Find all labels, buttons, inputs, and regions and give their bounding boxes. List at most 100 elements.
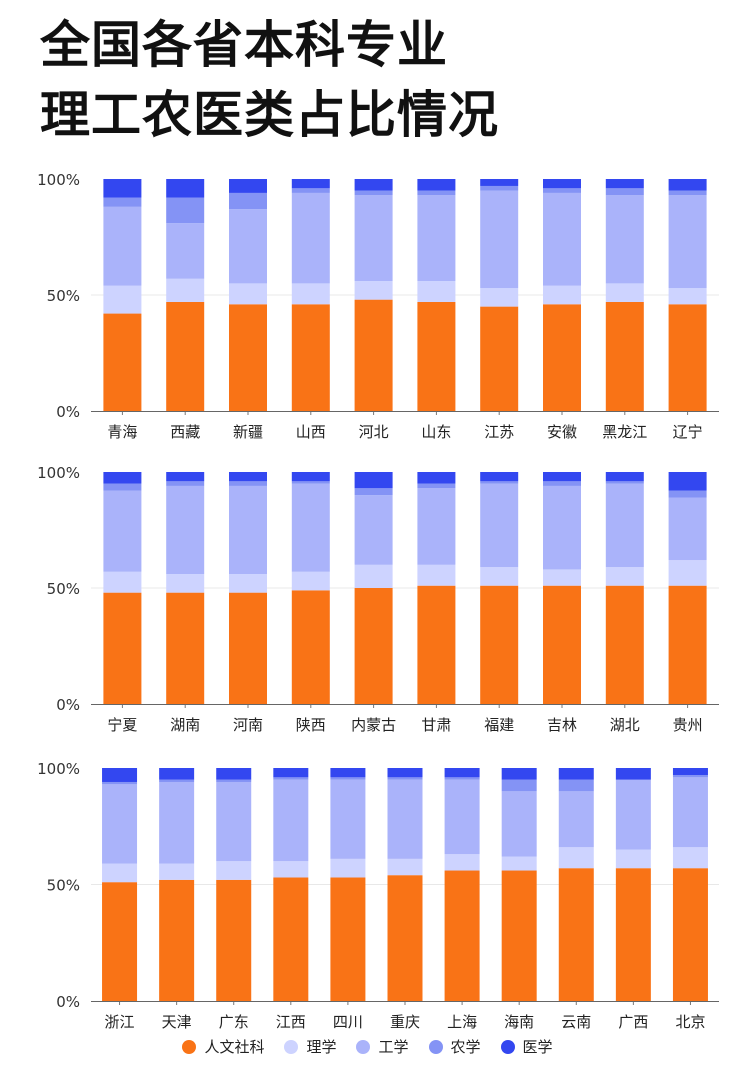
bar-segment-理学-湖北 (605, 567, 644, 586)
bar-segment-医学-江西 (273, 768, 309, 778)
bar-segment-理学-湖南 (166, 574, 205, 593)
bar-segment-医学-宁夏 (103, 472, 142, 484)
x-tick-label: 青海 (107, 423, 137, 441)
bar-segment-工学-新疆 (229, 209, 267, 284)
legend-label-renwen: 人文社科 (204, 1038, 265, 1056)
bar-segment-人文社科-江西 (273, 877, 309, 1001)
bar-segment-工学-北京 (672, 777, 708, 848)
bar-segment-工学-江西 (273, 779, 309, 862)
legend-item-renwen: 人文社科 (182, 1036, 264, 1057)
bar-segment-医学-吉林 (543, 472, 581, 482)
bar-segment-医学-新疆 (229, 179, 267, 193)
bar-segment-人文社科-辽宁 (668, 304, 707, 411)
bar-segment-医学-四川 (330, 768, 366, 778)
bar-segment-工学-甘肃 (417, 488, 456, 565)
bar-segment-工学-安徽 (543, 192, 581, 286)
bar-segment-工学-西藏 (166, 223, 205, 279)
bar-segment-医学-山西 (291, 179, 330, 189)
bar-segment-医学-河南 (229, 472, 267, 482)
legend-label-gongxue: 工学 (378, 1038, 409, 1056)
chart-panel-3: 100% 50% 0% 浙江 天津 广东 江西 四川 重庆 上海 海南 云南 广西 北京 (37, 760, 719, 1031)
chart-title-line-2: 理工农医类占比情况 (40, 86, 499, 144)
bar-segment-人文社科-新疆 (229, 304, 267, 411)
bar-segment-人文社科-贵州 (668, 585, 707, 704)
bar-segment-农学-四川 (330, 777, 366, 780)
x-tick-label: 上海 (447, 1013, 477, 1031)
bar-segment-农学-吉林 (543, 481, 581, 486)
legend-swatch-lixue (284, 1039, 299, 1054)
bar-segment-农学-湖南 (166, 481, 205, 486)
bar-segment-农学-安徽 (543, 188, 581, 193)
bar-segment-人文社科-山西 (291, 304, 330, 411)
x-tick-label: 甘肃 (421, 716, 451, 734)
bar-segment-理学-天津 (159, 863, 195, 880)
legend-label-yixue: 医学 (522, 1038, 553, 1056)
chart-panel-1: 100% 50% 0% 青海 西藏 新疆 山西 河北 山东 江苏 安徽 黑龙江 辽宁 (37, 171, 719, 441)
bar-segment-农学-陕西 (291, 481, 330, 484)
bar-segment-医学-云南 (558, 768, 594, 780)
bar-segment-理学-四川 (330, 858, 366, 878)
bar-segment-医学-广东 (216, 768, 252, 780)
chart-title-line-1: 全国各省本科专业 (40, 16, 448, 74)
bar-segment-医学-海南 (501, 768, 537, 780)
bar-segment-人文社科-青海 (103, 313, 142, 411)
bar-segment-农学-重庆 (387, 777, 423, 780)
bar-segment-理学-云南 (558, 847, 594, 869)
bar-segment-农学-北京 (672, 774, 708, 778)
legend-label-nongxue: 农学 (450, 1038, 481, 1056)
bar-segment-理学-江西 (273, 861, 309, 878)
bar-segment-人文社科-吉林 (543, 585, 581, 704)
bar-segment-人文社科-福建 (480, 585, 519, 704)
legend-item-nongxue: 农学 (428, 1036, 481, 1057)
bar-segment-农学-河北 (354, 190, 393, 196)
bar-segment-农学-广东 (216, 779, 252, 782)
x-tick-label: 黑龙江 (602, 423, 647, 441)
bar-segment-医学-安徽 (543, 179, 581, 189)
bar-segment-理学-安徽 (543, 285, 581, 305)
bar-segment-农学-青海 (103, 197, 142, 207)
bar-segment-理学-内蒙古 (354, 564, 393, 588)
chart-title: 全国各省本科专业 理工农医类占比情况 (40, 10, 499, 150)
x-tick-label: 内蒙古 (351, 716, 396, 734)
bar-segment-医学-青海 (103, 179, 142, 198)
bar-segment-理学-河南 (229, 574, 267, 593)
bar-segment-农学-山东 (417, 190, 456, 196)
bar-segment-人文社科-黑龙江 (605, 301, 644, 411)
bar-segment-医学-湖北 (605, 472, 644, 482)
x-tick-label: 山西 (296, 423, 326, 441)
legend-swatch-renwen (182, 1039, 197, 1054)
bar-segment-工学-青海 (103, 206, 142, 286)
bar-segment-工学-吉林 (543, 485, 581, 570)
bar-segment-工学-上海 (444, 779, 480, 855)
bar-segment-工学-福建 (480, 483, 519, 568)
x-tick-label: 江苏 (484, 423, 514, 441)
bar-segment-工学-云南 (558, 791, 594, 848)
bar-segment-工学-四川 (330, 779, 366, 859)
bar-segment-人文社科-河北 (354, 299, 393, 411)
bar-segment-人文社科-浙江 (102, 882, 138, 1001)
bar-segment-人文社科-河南 (229, 592, 267, 704)
bar-segment-工学-辽宁 (668, 195, 707, 289)
bar-segment-农学-湖北 (605, 481, 644, 484)
bar-segment-人文社科-北京 (672, 868, 708, 1001)
bar-segment-农学-内蒙古 (354, 488, 393, 496)
bar-segment-农学-江西 (273, 777, 309, 780)
bar-segment-理学-宁夏 (103, 571, 142, 593)
bar-segment-理学-黑龙江 (605, 283, 644, 302)
bar-segment-工学-河南 (229, 485, 267, 575)
bar-segment-医学-山东 (417, 179, 456, 191)
bar-segment-医学-贵州 (668, 472, 707, 491)
bar-segment-人文社科-海南 (501, 870, 537, 1001)
x-tick-label: 西藏 (170, 423, 200, 441)
bar-segment-工学-广西 (615, 779, 651, 850)
x-tick-label: 辽宁 (673, 423, 703, 441)
bar-segment-理学-新疆 (229, 283, 267, 305)
x-tick-label: 四川 (333, 1013, 363, 1031)
bar-segment-农学-云南 (558, 779, 594, 792)
x-tick-label: 广东 (219, 1013, 249, 1031)
bar-segment-农学-海南 (501, 779, 537, 792)
bar-segment-农学-西藏 (166, 197, 205, 224)
chart-panel-2: 100% 50% 0% 宁夏 湖南 河南 陕西 内蒙古 甘肃 福建 吉林 湖北 贵州 (37, 464, 719, 734)
bar-segment-医学-黑龙江 (605, 179, 644, 189)
bar-segment-理学-山东 (417, 281, 456, 302)
